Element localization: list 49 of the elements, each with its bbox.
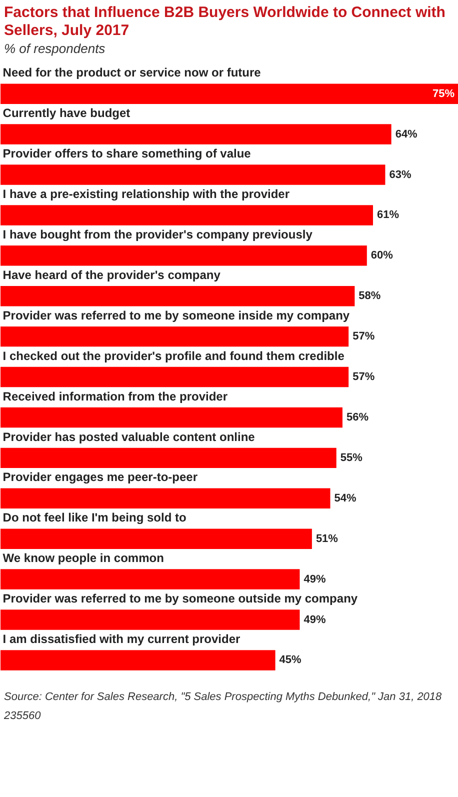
y-tick-label: Provider was referred to me by someone inside my company — [2, 308, 350, 322]
data-label: 55% — [340, 452, 363, 464]
text: 235560 — [4, 709, 42, 724]
bar — [0, 326, 349, 346]
y-tick-label: Provider engages me peer-to-peer — [2, 470, 198, 484]
bar — [0, 286, 355, 306]
y-tick-label: We know people in common — [2, 550, 164, 565]
data-label: 75% — [432, 88, 455, 100]
chart-title: Factors that Influence B2B Buyers Worldwide to Connect with Sellers, July 2017 — [4, 4, 446, 40]
bar — [0, 488, 330, 508]
y-tick-label: Have heard of the provider's company — [2, 268, 221, 282]
bar — [0, 407, 342, 428]
data-label: 51% — [316, 532, 338, 545]
data-label: 58% — [358, 290, 381, 302]
data-label: 57% — [352, 330, 375, 342]
bar — [0, 448, 336, 468]
source-note: Source: Center for Sales Research, "5 Sales Prospecting Myths Debunked," Jan 31, 2018 — [4, 690, 443, 705]
data-label: 61% — [377, 208, 400, 221]
data-label: 45% — [279, 654, 302, 666]
bar — [0, 83, 458, 104]
data-label: 49% — [304, 573, 326, 585]
chart-subtitle: % of respondents — [4, 40, 106, 58]
bar — [0, 609, 300, 630]
y-tick-label: Need for the product or service now or future — [2, 65, 262, 80]
data-label: 49% — [304, 613, 326, 626]
y-tick-label: I have bought from the provider's company previously — [2, 227, 313, 242]
y-tick-label: Do not feel like I'm being sold to — [2, 510, 186, 524]
bar — [0, 204, 374, 226]
data-label: 63% — [389, 168, 412, 180]
data-label: 57% — [352, 370, 375, 383]
bar — [0, 124, 392, 144]
y-tick-label: Received information from the provider — [2, 389, 228, 404]
y-tick-label: Provider has posted valuable content online — [2, 429, 256, 444]
y-tick-label: I am dissatisfied with my current provider — [2, 632, 241, 646]
data-label: 60% — [370, 249, 394, 262]
bar — [0, 245, 367, 266]
bar — [0, 366, 349, 387]
bar — [0, 650, 276, 670]
y-tick-label: Currently have budget — [2, 106, 130, 120]
y-tick-label: Provider offers to share something of value — [2, 146, 252, 160]
bar — [0, 164, 386, 185]
data-label: 54% — [334, 492, 356, 504]
y-tick-label: I checked out the provider's profile and found them credible — [2, 348, 345, 363]
bar — [0, 568, 300, 590]
y-tick-label: Provider was referred to me by someone outside my company — [2, 591, 358, 606]
data-label: 64% — [395, 128, 418, 140]
data-label: 56% — [346, 411, 369, 424]
bar — [0, 528, 312, 549]
y-tick-label: I have a pre-existing relationship with the provider — [2, 186, 290, 201]
